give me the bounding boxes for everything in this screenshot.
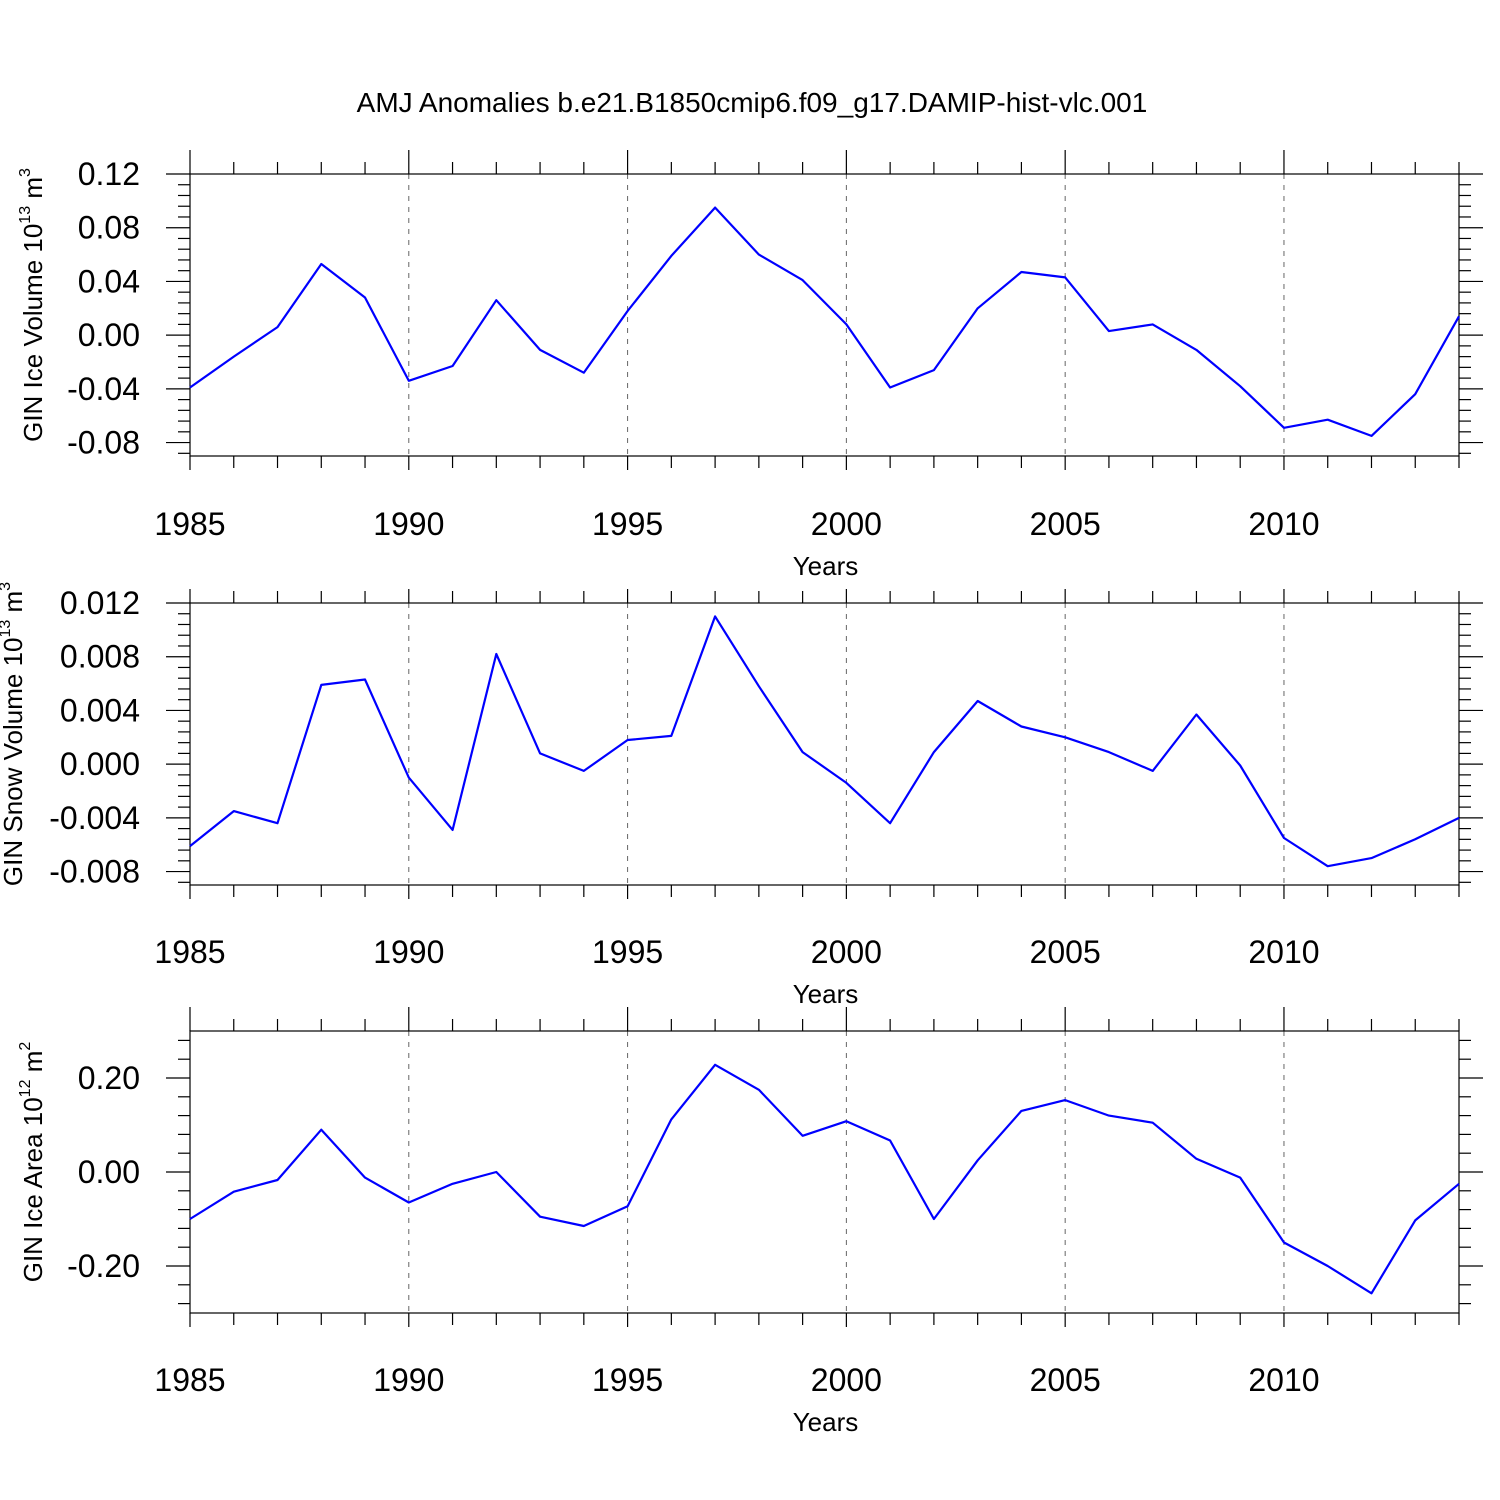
- y-axis-title-main: GIN Ice Area 10: [18, 1097, 48, 1282]
- y-tick-label: 0.20: [78, 1060, 140, 1096]
- y-tick-label: 0.04: [78, 263, 140, 299]
- x-tick-label: 1990: [373, 506, 444, 542]
- x-tick-label: 2005: [1030, 1362, 1101, 1398]
- y-tick-label: -0.08: [67, 425, 140, 461]
- y-tick-label: 0.00: [78, 317, 140, 353]
- y-tick-label: -0.008: [49, 854, 140, 890]
- x-tick-label: 2000: [811, 506, 882, 542]
- plot-frame: [189, 1030, 1460, 1314]
- y-tick-label: 0.008: [60, 639, 140, 675]
- y-axis-title: GIN Ice Volume 1013 m3: [17, 168, 48, 442]
- x-tick-label: 1990: [373, 934, 444, 970]
- series-line-1: [189, 615, 1460, 868]
- x-tick-label: 2010: [1248, 1362, 1319, 1398]
- y-tick-label: 0.004: [60, 692, 140, 728]
- plot-frame: [189, 173, 1460, 457]
- y-axis-title-unit-exp: 3: [17, 168, 34, 177]
- series-line-1: [189, 206, 1460, 437]
- y-axis-title-unit-exp: 3: [0, 582, 14, 591]
- x-tick-label: 1995: [592, 934, 663, 970]
- chart-panel-1: 1985 1990 1995 2000 2005 2010 0.12 0.08 0.04 0.00…: [17, 150, 1483, 581]
- y-tick-label: -0.20: [67, 1248, 140, 1284]
- y-axis-title: GIN Ice Area 1012 m2: [17, 1042, 48, 1283]
- x-axis-title: Years: [793, 1407, 859, 1437]
- x-tick-label: 2010: [1248, 506, 1319, 542]
- y-tick-label: 0.000: [60, 746, 140, 782]
- panels-group: 1985 1990 1995 2000 2005 2010 0.12 0.08 0.04 0.00…: [0, 150, 1483, 1437]
- y-axis-title-main: GIN Snow Volume 10: [0, 638, 28, 887]
- y-tick-label: 0.08: [78, 210, 140, 246]
- y-axis-title-unit: m: [0, 591, 28, 620]
- x-tick-label: 2010: [1248, 934, 1319, 970]
- y-axis-title: GIN Snow Volume 1013 m3: [0, 582, 28, 886]
- y-axis-title-unit: m: [18, 177, 48, 206]
- x-tick-label: 1995: [592, 506, 663, 542]
- y-axis-title-unit: m: [18, 1051, 48, 1080]
- chart-panel-2: 1985 1990 1995 2000 2005 2010 0.012 0.008 0.004 0…: [0, 582, 1483, 1009]
- chart-panel-3: 1985 1990 1995 2000 2005 2010 0.20 0.00 -0.20 Yea…: [17, 1007, 1483, 1437]
- x-tick-label: 1985: [154, 506, 225, 542]
- x-tick-label: 2005: [1030, 934, 1101, 970]
- y-tick-label: 0.012: [60, 585, 140, 621]
- series-line-1: [189, 1063, 1460, 1295]
- y-tick-label: 0.00: [78, 1154, 140, 1190]
- x-tick-label: 1985: [154, 1362, 225, 1398]
- x-tick-label: 1990: [373, 1362, 444, 1398]
- figure-title: AMJ Anomalies b.e21.B1850cmip6.f09_g17.D…: [357, 87, 1148, 118]
- x-axis-title: Years: [793, 979, 859, 1009]
- y-tick-label: -0.04: [67, 371, 140, 407]
- x-tick-label: 2000: [811, 1362, 882, 1398]
- y-axis-title-exp: 13: [17, 206, 34, 224]
- x-axis-title: Years: [793, 551, 859, 581]
- x-tick-label: 1995: [592, 1362, 663, 1398]
- y-tick-label: -0.004: [49, 800, 140, 836]
- x-tick-label: 2000: [811, 934, 882, 970]
- y-axis-title-unit-exp: 2: [17, 1042, 34, 1051]
- y-tick-label: 0.12: [78, 156, 140, 192]
- x-tick-label: 1985: [154, 934, 225, 970]
- y-axis-title-exp: 13: [0, 620, 14, 638]
- plot-frame: [189, 602, 1460, 886]
- x-tick-label: 2005: [1030, 506, 1101, 542]
- y-axis-title-main: GIN Ice Volume 10: [18, 224, 48, 442]
- y-axis-title-exp: 12: [17, 1079, 34, 1097]
